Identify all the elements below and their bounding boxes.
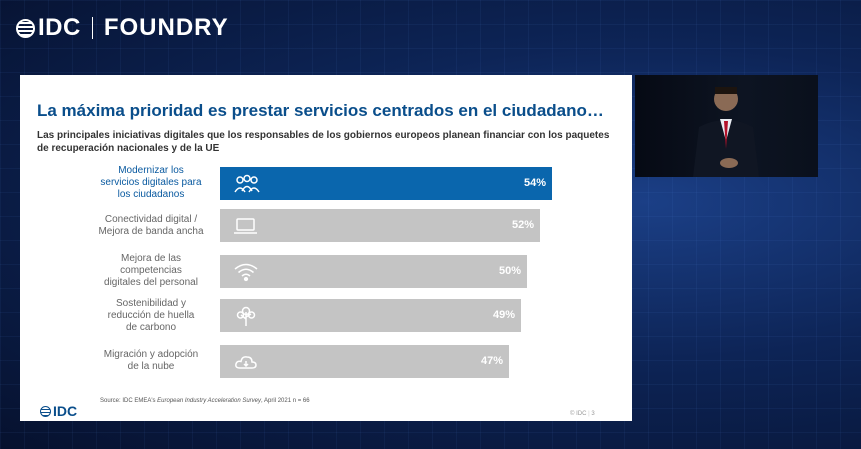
cloud-icon [235, 356, 257, 369]
wifi-icon [234, 263, 258, 282]
source-survey: European Industry Acceleration Survey [157, 398, 262, 404]
bar: 52% [220, 209, 540, 242]
category-label-line: competencias [120, 265, 182, 276]
category-label-line: de carbono [125, 322, 177, 333]
page-brand: © IDC [570, 411, 587, 417]
foundry-logo: FOUNDRY [103, 14, 229, 41]
bar-value-label: 54% [523, 177, 546, 189]
brand-separator [91, 17, 93, 39]
source-prefix: Source: IDC EMEA's [100, 398, 158, 404]
category-label-line: de la nube [127, 361, 175, 372]
bar: 49% [220, 299, 521, 332]
category-label-line: Conectividad digital / [104, 214, 198, 225]
category-label: Migración y adopción de la nube [88, 349, 214, 373]
category-label: Sostenibilidad y reducción de huella de ca… [88, 298, 214, 334]
bar-value-label: 50% [498, 265, 521, 277]
bar: 50% [220, 255, 527, 288]
source-note: Source: IDC EMEA's European Industry Acc… [100, 398, 310, 404]
category-label: Mejora de las competencias digitales del p… [88, 253, 214, 289]
slide-subtitle: Las principales iniciativas digitales qu… [37, 130, 610, 154]
category-label-line: Migración y adopción [103, 349, 199, 360]
presentation-slide: La máxima prioridad es prestar servicios… [20, 75, 632, 421]
people-icon [234, 174, 260, 193]
category-label-line: los ciudadanos [117, 189, 185, 200]
idc-logo: IDC [16, 14, 81, 42]
laptop-icon [234, 218, 257, 234]
bar: 54% [220, 167, 552, 200]
category-label-line: digitales del personal [104, 277, 198, 288]
speaker-video [635, 75, 818, 177]
category-label-line: Sostenibilidad y [115, 298, 187, 309]
speaker-figure [693, 87, 759, 177]
page-number: © IDC | 3 [570, 411, 595, 417]
category-label-line: servicios digitales para [100, 177, 202, 188]
category-label-line: Mejora de banda ancha [98, 226, 204, 237]
footer-logo-text: IDC [53, 403, 78, 419]
source-suffix: , April 2021 n = 66 [261, 398, 310, 404]
idc-logo-text: IDC [38, 14, 81, 41]
category-label: Modernizar los servicios digitales para lo… [88, 165, 214, 201]
category-label: Conectividad digital / Mejora de banda an… [88, 214, 214, 238]
bar-value-label: 52% [511, 219, 534, 231]
bar-value-label: 49% [492, 309, 515, 321]
tree-icon [236, 306, 256, 326]
category-label-line: Modernizar los [118, 165, 184, 176]
bar: 47% [220, 345, 509, 378]
globe-icon [40, 405, 51, 417]
footer-idc-logo: IDC [40, 403, 77, 419]
slide-title: La máxima prioridad es prestar servicios… [37, 101, 604, 120]
category-label-line: reducción de huella [107, 310, 195, 321]
bar-value-label: 47% [480, 355, 503, 367]
category-label-line: Mejora de las [120, 253, 182, 264]
page-number-value: 3 [591, 411, 595, 417]
brand-logo: IDC FOUNDRY [16, 12, 229, 44]
globe-icon [16, 18, 35, 38]
